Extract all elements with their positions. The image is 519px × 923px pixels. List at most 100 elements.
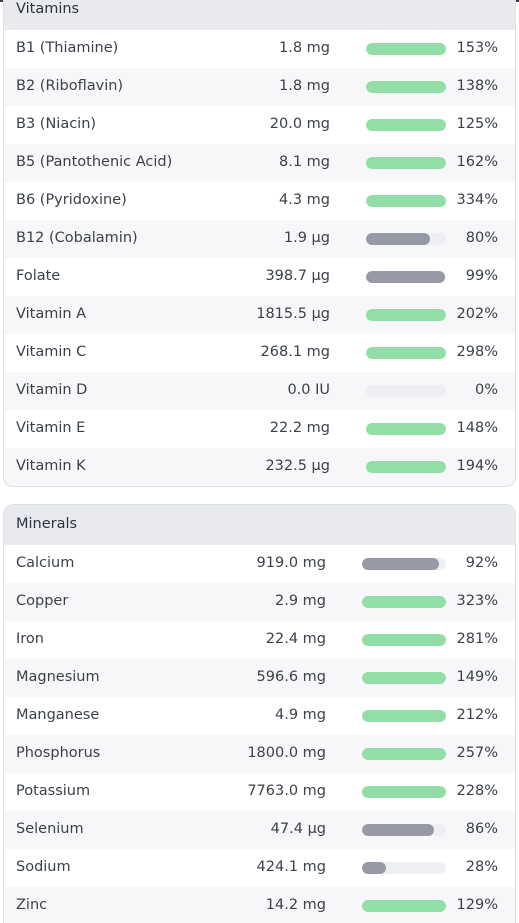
nutrient-percent: 125% bbox=[456, 116, 498, 132]
nutrient-amount: 4.9 mg bbox=[275, 707, 326, 723]
nutrient-amount: 596.6 mg bbox=[256, 669, 326, 685]
nutrient-name: Vitamin D bbox=[16, 382, 88, 398]
minerals-card: Minerals Calcium 919.0 mg 92% Copper 2.9 mg 3… bbox=[3, 504, 516, 923]
nutrient-percent: 28% bbox=[465, 859, 498, 875]
nutrient-percent: 148% bbox=[456, 420, 498, 436]
nutrient-amount: 919.0 mg bbox=[256, 555, 326, 571]
nutrient-amount: 20.0 mg bbox=[269, 116, 330, 132]
nutrient-name: B3 (Niacin) bbox=[16, 116, 97, 132]
minerals-header: Minerals bbox=[4, 505, 515, 545]
progress-bar-fill bbox=[362, 824, 435, 836]
nutrient-amount: 14.2 mg bbox=[265, 897, 326, 913]
progress-bar-fill bbox=[366, 309, 446, 321]
nutrient-amount: 398.7 µg bbox=[265, 268, 330, 284]
progress-bar bbox=[362, 900, 446, 912]
nutrient-percent: 0% bbox=[474, 382, 498, 398]
nutrient-name: Phosphorus bbox=[16, 745, 101, 761]
nutrient-name: Selenium bbox=[16, 821, 84, 837]
progress-bar bbox=[362, 824, 446, 836]
nutrient-name: Zinc bbox=[16, 897, 48, 913]
nutrient-amount: 4.3 mg bbox=[279, 192, 330, 208]
nutrient-amount: 1800.0 mg bbox=[247, 745, 326, 761]
progress-bar bbox=[362, 862, 446, 874]
nutrient-row: B6 (Pyridoxine) 4.3 mg 334% bbox=[4, 182, 515, 220]
nutrient-name: Sodium bbox=[16, 859, 71, 875]
nutrient-row: B12 (Cobalamin) 1.9 µg 80% bbox=[4, 220, 515, 258]
progress-bar bbox=[366, 119, 446, 131]
vitamins-list: B1 (Thiamine) 1.8 mg 153% B2 (Riboflavin) 1.… bbox=[4, 30, 515, 486]
progress-bar bbox=[366, 461, 446, 473]
progress-bar bbox=[366, 271, 446, 283]
progress-bar bbox=[362, 748, 446, 760]
nutrient-row: Calcium 919.0 mg 92% bbox=[4, 545, 515, 583]
progress-bar-fill bbox=[366, 423, 446, 435]
progress-bar-fill bbox=[366, 43, 446, 55]
nutrient-row: B3 (Niacin) 20.0 mg 125% bbox=[4, 106, 515, 144]
progress-bar-fill bbox=[362, 748, 446, 760]
nutrient-row: Zinc 14.2 mg 129% bbox=[4, 887, 515, 923]
vitamins-header: Vitamins bbox=[4, 0, 515, 30]
progress-bar-fill bbox=[362, 672, 446, 684]
nutrient-amount: 268.1 mg bbox=[260, 344, 330, 360]
nutrient-row: Vitamin C 268.1 mg 298% bbox=[4, 334, 515, 372]
nutrient-name: Vitamin E bbox=[16, 420, 86, 436]
progress-bar-fill bbox=[366, 119, 446, 131]
nutrient-row: Vitamin E 22.2 mg 148% bbox=[4, 410, 515, 448]
progress-bar-fill bbox=[366, 233, 430, 245]
nutrient-name: Vitamin A bbox=[16, 306, 87, 322]
progress-bar-fill bbox=[362, 900, 446, 912]
progress-bar bbox=[366, 81, 446, 93]
nutrient-amount: 7763.0 mg bbox=[247, 783, 326, 799]
nutrient-name: Iron bbox=[16, 631, 44, 647]
nutrient-amount: 0.0 IU bbox=[287, 382, 330, 398]
nutrient-percent: 194% bbox=[456, 458, 498, 474]
nutrient-amount: 2.9 mg bbox=[275, 593, 326, 609]
nutrient-name: Copper bbox=[16, 593, 69, 609]
progress-bar bbox=[366, 195, 446, 207]
nutrient-percent: 334% bbox=[456, 192, 498, 208]
vitamins-title: Vitamins bbox=[16, 1, 80, 17]
nutrient-row: Magnesium 596.6 mg 149% bbox=[4, 659, 515, 697]
progress-bar-fill bbox=[366, 81, 446, 93]
progress-bar-fill bbox=[366, 461, 446, 473]
minerals-title: Minerals bbox=[16, 516, 78, 532]
nutrient-amount: 424.1 mg bbox=[256, 859, 326, 875]
nutrient-percent: 257% bbox=[456, 745, 498, 761]
nutrient-amount: 232.5 µg bbox=[265, 458, 330, 474]
nutrient-row: B5 (Pantothenic Acid) 8.1 mg 162% bbox=[4, 144, 515, 182]
progress-bar-fill bbox=[362, 710, 446, 722]
progress-bar bbox=[366, 385, 446, 397]
nutrient-amount: 22.4 mg bbox=[265, 631, 326, 647]
nutrient-row: Copper 2.9 mg 323% bbox=[4, 583, 515, 621]
nutrient-percent: 86% bbox=[465, 821, 498, 837]
nutrient-amount: 1.9 µg bbox=[283, 230, 330, 246]
progress-bar bbox=[366, 309, 446, 321]
nutrient-row: Sodium 424.1 mg 28% bbox=[4, 849, 515, 887]
nutrient-name: Manganese bbox=[16, 707, 100, 723]
progress-bar bbox=[366, 347, 446, 359]
progress-bar bbox=[362, 558, 446, 570]
progress-bar bbox=[362, 710, 446, 722]
nutrient-amount: 1.8 mg bbox=[279, 78, 330, 94]
progress-bar bbox=[366, 157, 446, 169]
nutrient-row: B2 (Riboflavin) 1.8 mg 138% bbox=[4, 68, 515, 106]
nutrient-name: Vitamin K bbox=[16, 458, 86, 474]
nutrient-percent: 80% bbox=[465, 230, 498, 246]
nutrient-amount: 47.4 µg bbox=[270, 821, 326, 837]
nutrient-percent: 228% bbox=[456, 783, 498, 799]
nutrient-amount: 8.1 mg bbox=[279, 154, 330, 170]
progress-bar-fill bbox=[366, 347, 446, 359]
nutrient-name: Folate bbox=[16, 268, 61, 284]
nutrient-row: Manganese 4.9 mg 212% bbox=[4, 697, 515, 735]
progress-bar-fill bbox=[366, 195, 446, 207]
progress-bar bbox=[366, 423, 446, 435]
progress-bar bbox=[366, 233, 446, 245]
nutrient-percent: 298% bbox=[456, 344, 498, 360]
nutrient-row: Folate 398.7 µg 99% bbox=[4, 258, 515, 296]
nutrient-amount: 1.8 mg bbox=[279, 40, 330, 56]
nutrient-percent: 323% bbox=[456, 593, 498, 609]
nutrient-percent: 92% bbox=[465, 555, 498, 571]
nutrient-amount: 22.2 mg bbox=[269, 420, 330, 436]
nutrient-percent: 153% bbox=[456, 40, 498, 56]
progress-bar bbox=[362, 634, 446, 646]
